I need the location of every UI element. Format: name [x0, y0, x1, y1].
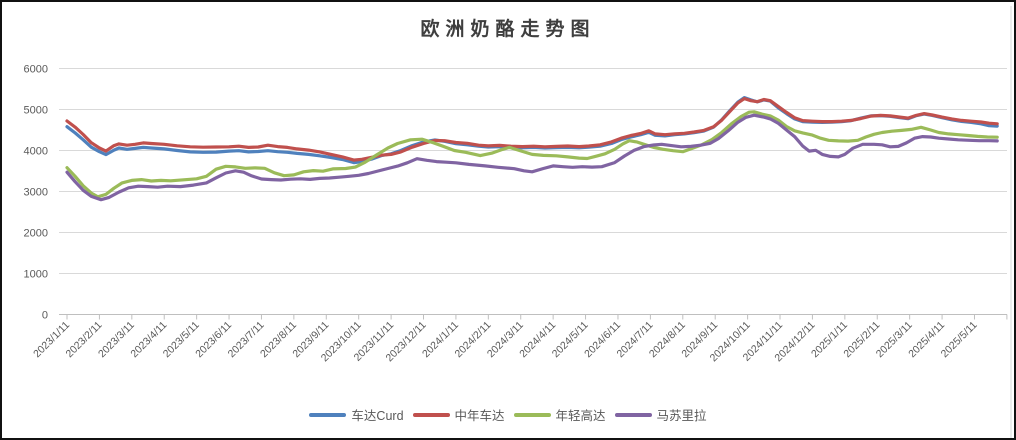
legend-line-swatch-0 — [309, 412, 347, 417]
y-axis-tick-label-3000: 3000 — [24, 187, 48, 199]
y-axis-tick-label-4000: 4000 — [24, 146, 48, 158]
legend-line-swatch-3 — [614, 412, 652, 417]
x-axis-tick-label-28: 2025/5/11 — [939, 319, 980, 360]
y-axis-tick-label-0: 0 — [42, 310, 48, 322]
series-line-3-马苏里拉 — [65, 113, 999, 202]
series-line-1-中年车达 — [65, 96, 999, 162]
chart-title: 欧洲奶酪走势图 — [420, 19, 596, 40]
legend-item-0: 车达Curd — [309, 405, 404, 424]
y-axis-tick-label-2000: 2000 — [24, 228, 48, 240]
legend-label-3: 马苏里拉 — [656, 409, 707, 423]
chart-legend: 车达Curd 中年车达 年轻高达 马苏里拉 — [2, 405, 1014, 424]
series-line-2-年轻高达 — [65, 110, 999, 199]
y-axis-tick-label-5000: 5000 — [24, 105, 48, 117]
legend-label-1: 中年车达 — [454, 409, 505, 423]
legend-label-2: 年轻高达 — [555, 409, 606, 423]
legend-line-swatch-1 — [412, 412, 450, 417]
legend-line-swatch-2 — [513, 412, 551, 417]
y-axis-tick-label-1000: 1000 — [24, 269, 48, 281]
legend-label-0: 车达Curd — [351, 409, 404, 423]
legend-item-3: 马苏里拉 — [614, 405, 707, 424]
y-axis-tick-label-6000: 6000 — [24, 64, 48, 76]
legend-item-1: 中年车达 — [412, 405, 505, 424]
legend-item-2: 年轻高达 — [513, 405, 606, 424]
